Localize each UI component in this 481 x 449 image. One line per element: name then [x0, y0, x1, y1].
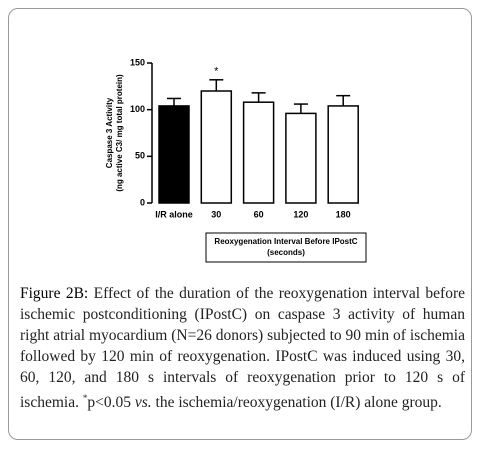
y-axis-label: (ng active C3/ mg total protein) [115, 74, 124, 192]
caption-text: Effect of the duration of the reoxygenat… [20, 285, 466, 412]
chart: Caspase 3 Activity (ng active C3/ mg tot… [105, 57, 367, 263]
bar [242, 101, 275, 204]
x-axis-label: (seconds) [267, 248, 305, 257]
y-axis-label: Caspase 3 Activity [105, 97, 114, 168]
x-tick-label: 180 [336, 209, 351, 219]
x-axis-label-box [205, 232, 367, 263]
caption: Figure 2B: Effect of the duration of the… [20, 283, 465, 413]
y-tick-label: 100 [130, 104, 145, 114]
bar [158, 105, 190, 204]
caption-italic: vs. [134, 394, 152, 412]
annotation: * [214, 66, 219, 78]
y-tick-label: 150 [130, 57, 145, 67]
x-tick-label: 30 [211, 209, 221, 219]
caption-text: the ischemia/reoxygenation (I/R) alone g… [155, 394, 442, 412]
caption-text: p<0.05 [87, 394, 131, 412]
figure-frame [8, 8, 472, 440]
bar [200, 90, 233, 204]
x-tick-label: 120 [293, 209, 308, 219]
bar [327, 105, 359, 204]
y-tick-label: 50 [135, 151, 145, 161]
y-tick-label: 0 [140, 197, 145, 207]
caption-superscript: * [82, 393, 88, 403]
x-tick-label: 60 [254, 209, 264, 219]
x-axis-label: Reoxygenation Interval Before IPostC [214, 237, 357, 246]
caption-label: Figure 2B: [20, 285, 89, 302]
x-tick-label: I/R alone [155, 209, 193, 219]
bar [285, 112, 317, 204]
